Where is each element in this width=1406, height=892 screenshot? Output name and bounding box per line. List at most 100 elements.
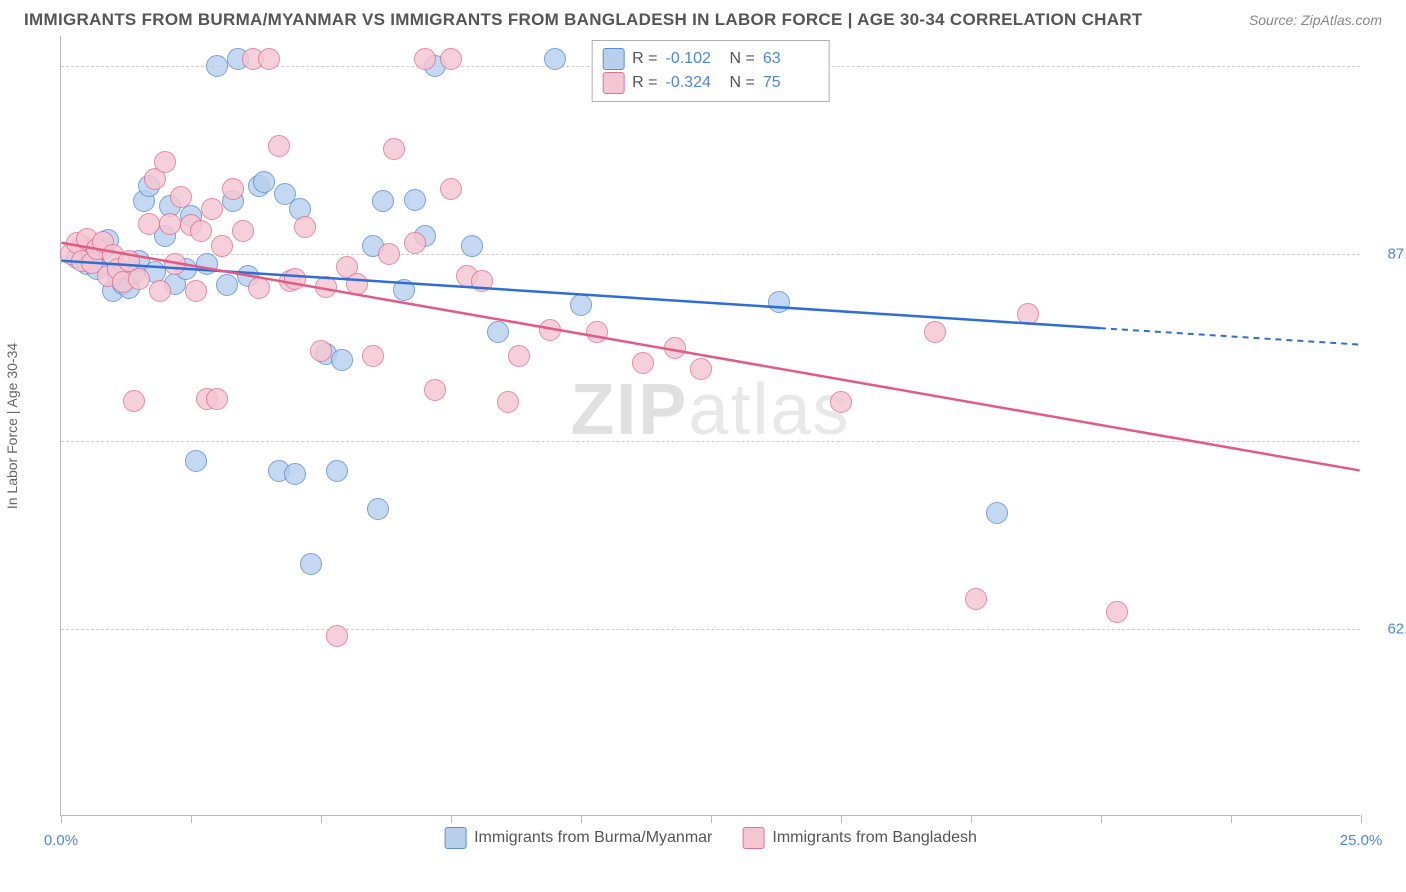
data-point	[508, 345, 530, 367]
data-point	[497, 391, 519, 413]
data-point	[216, 274, 238, 296]
data-point	[201, 198, 223, 220]
data-point	[383, 138, 405, 160]
source-label: Source: ZipAtlas.com	[1249, 12, 1382, 28]
data-point	[248, 277, 270, 299]
x-tick	[1101, 815, 1102, 823]
data-point	[232, 220, 254, 242]
data-point	[128, 268, 150, 290]
x-tick	[61, 815, 62, 823]
data-point	[164, 253, 186, 275]
r-label: R =	[632, 71, 657, 95]
data-point	[154, 151, 176, 173]
data-point	[211, 235, 233, 257]
x-tick	[451, 815, 452, 823]
x-tick	[1361, 815, 1362, 823]
data-point	[362, 345, 384, 367]
data-point	[367, 498, 389, 520]
data-point	[690, 358, 712, 380]
data-point	[414, 48, 436, 70]
data-point	[222, 178, 244, 200]
data-point	[346, 273, 368, 295]
data-point	[331, 349, 353, 371]
r-label: R =	[632, 47, 657, 71]
data-point	[986, 502, 1008, 524]
data-point	[170, 186, 192, 208]
y-tick-label: 62.5%	[1387, 620, 1406, 637]
data-point	[149, 280, 171, 302]
data-point	[326, 625, 348, 647]
watermark: ZIPatlas	[570, 369, 850, 451]
data-point	[300, 553, 322, 575]
swatch-series-0	[444, 827, 466, 849]
x-tick	[711, 815, 712, 823]
data-point	[440, 178, 462, 200]
data-point	[404, 189, 426, 211]
data-point	[284, 268, 306, 290]
data-point	[632, 352, 654, 374]
x-tick	[841, 815, 842, 823]
data-point	[138, 213, 160, 235]
x-tick-label: 0.0%	[44, 832, 78, 849]
trend-lines-layer	[61, 36, 1360, 815]
x-tick	[581, 815, 582, 823]
data-point	[586, 321, 608, 343]
plot-region: ZIPatlas R = -0.102 N = 63 R = -0.324 N …	[60, 36, 1360, 816]
data-point	[539, 319, 561, 341]
legend-label-1: Immigrants from Bangladesh	[772, 829, 977, 847]
n-label: N =	[730, 71, 755, 95]
data-point	[471, 270, 493, 292]
data-point	[768, 291, 790, 313]
r-value-0: -0.102	[666, 47, 722, 71]
data-point	[123, 390, 145, 412]
data-point	[206, 55, 228, 77]
data-point	[315, 276, 337, 298]
data-point	[570, 294, 592, 316]
data-point	[206, 388, 228, 410]
data-point	[196, 253, 218, 275]
data-point	[424, 379, 446, 401]
data-point	[190, 220, 212, 242]
chart-title: IMMIGRANTS FROM BURMA/MYANMAR VS IMMIGRA…	[24, 10, 1143, 30]
x-tick-label: 25.0%	[1340, 832, 1383, 849]
gridline	[61, 629, 1360, 630]
chart-area: In Labor Force | Age 30-34 ZIPatlas R = …	[20, 36, 1386, 816]
watermark-bold: ZIP	[570, 370, 688, 450]
gridline	[61, 441, 1360, 442]
legend-item: Immigrants from Burma/Myanmar	[444, 827, 712, 849]
data-point	[268, 135, 290, 157]
swatch-series-1	[742, 827, 764, 849]
legend-stats-row: R = -0.324 N = 75	[602, 71, 819, 95]
data-point	[544, 48, 566, 70]
data-point	[440, 48, 462, 70]
data-point	[830, 391, 852, 413]
data-point	[404, 232, 426, 254]
data-point	[924, 321, 946, 343]
data-point	[461, 235, 483, 257]
data-point	[258, 48, 280, 70]
data-point	[159, 213, 181, 235]
data-point	[965, 588, 987, 610]
data-point	[372, 190, 394, 212]
n-label: N =	[730, 47, 755, 71]
data-point	[378, 243, 400, 265]
legend-item: Immigrants from Bangladesh	[742, 827, 977, 849]
watermark-thin: atlas	[688, 370, 850, 450]
data-point	[294, 216, 316, 238]
gridline	[61, 254, 1360, 255]
data-point	[310, 340, 332, 362]
data-point	[487, 321, 509, 343]
swatch-series-0	[602, 48, 624, 70]
legend-label-0: Immigrants from Burma/Myanmar	[474, 829, 712, 847]
x-tick	[1231, 815, 1232, 823]
n-value-0: 63	[763, 47, 819, 71]
x-tick	[321, 815, 322, 823]
data-point	[664, 337, 686, 359]
y-axis-label: In Labor Force | Age 30-34	[4, 343, 20, 509]
legend-stats-row: R = -0.102 N = 63	[602, 47, 819, 71]
y-tick-label: 87.5%	[1387, 245, 1406, 262]
data-point	[326, 460, 348, 482]
legend-series: Immigrants from Burma/Myanmar Immigrants…	[444, 827, 977, 849]
n-value-1: 75	[763, 71, 819, 95]
r-value-1: -0.324	[666, 71, 722, 95]
